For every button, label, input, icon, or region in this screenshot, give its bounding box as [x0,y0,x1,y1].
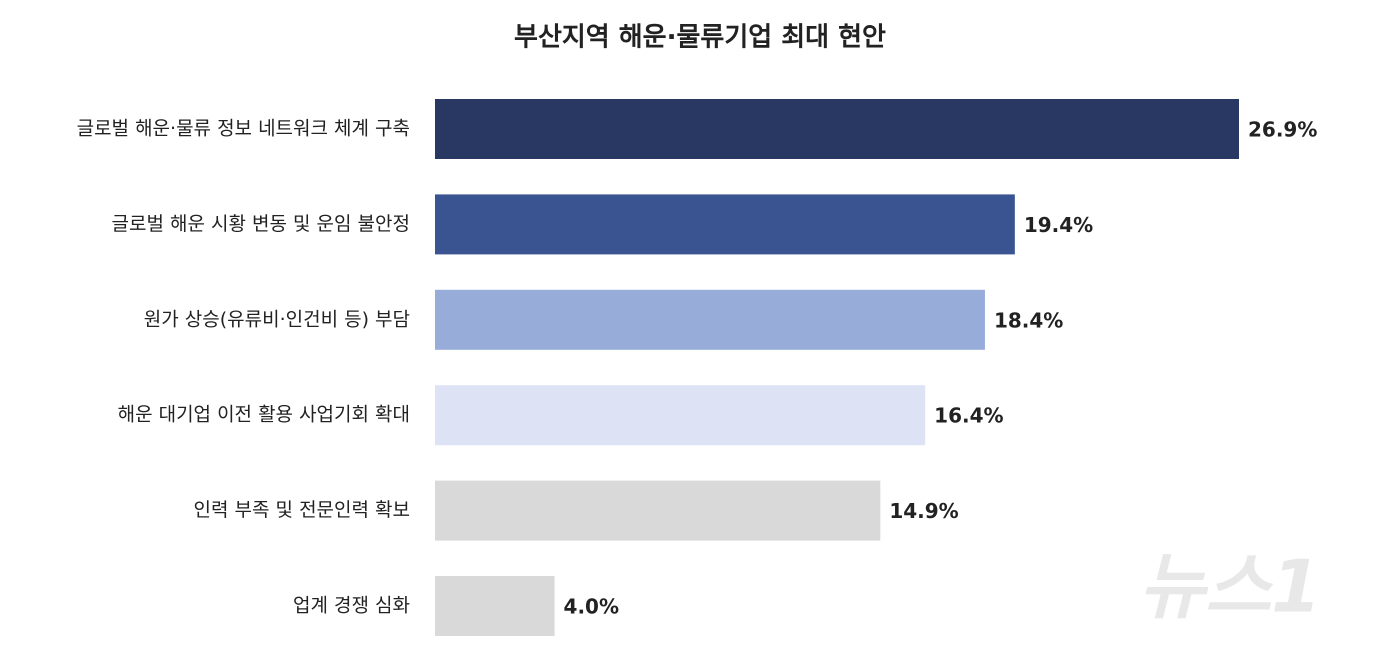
value-label: 18.4% [994,308,1063,332]
category-label: 업계 경쟁 심화 [293,595,410,617]
value-label: 19.4% [1024,213,1093,237]
chart-title: 부산지역 해운·물류기업 최대 현안 [514,23,886,53]
watermark: 뉴스1 [1139,545,1322,629]
bar [435,99,1239,159]
bar [435,576,555,636]
category-label: 글로벌 해운·물류 정보 네트워크 체계 구축 [77,118,410,140]
bar [435,194,1015,255]
category-label: 글로벌 해운 시황 변동 및 운임 불안정 [112,213,410,235]
bar [435,385,926,446]
value-label: 26.9% [1248,118,1317,142]
value-label: 14.9% [889,499,958,523]
category-label: 인력 부족 및 전문인력 확보 [194,499,410,521]
value-label: 4.0% [564,595,619,619]
bar [435,480,881,541]
category-label: 원가 상승(유류비·인건비 등) 부담 [144,308,410,330]
bar [435,289,985,350]
value-label: 16.4% [934,404,1003,428]
category-label: 해운 대기업 이전 활용 사업기회 확대 [118,404,410,426]
